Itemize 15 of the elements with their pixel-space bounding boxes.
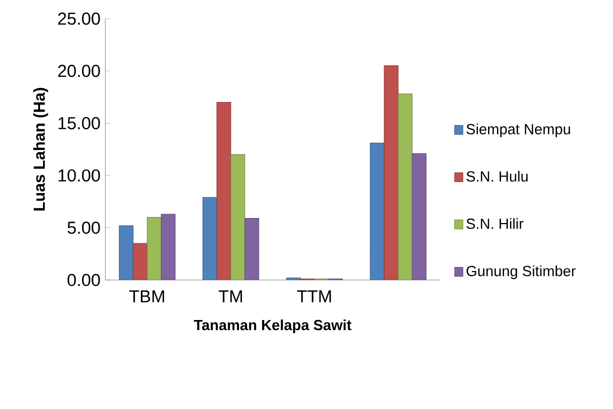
x-tick-label: TTM bbox=[297, 290, 331, 302]
y-tick-label: 10.00 bbox=[58, 169, 100, 182]
x-tick-label: TBM bbox=[129, 290, 164, 302]
x-tick-label: TM bbox=[218, 290, 242, 302]
legend-label: Gunung Sitimber bbox=[466, 265, 576, 280]
y-tick-label: 20.00 bbox=[58, 64, 100, 78]
legend-label: S.N. Hilir bbox=[466, 218, 524, 229]
y-tick-label: 15.00 bbox=[58, 117, 100, 130]
y-tick-label: 0.00 bbox=[68, 274, 100, 286]
x-axis-title: Tanaman Kelapa Sawit bbox=[194, 319, 352, 334]
y-tick-label: 5.00 bbox=[68, 222, 100, 234]
legend-label: Siempat Nempu bbox=[466, 124, 570, 138]
y-axis-title: Luas Lahan (Ha) bbox=[33, 88, 48, 210]
y-tick-label: 25.00 bbox=[58, 12, 100, 25]
legend-label: S.N. Hulu bbox=[466, 170, 528, 182]
